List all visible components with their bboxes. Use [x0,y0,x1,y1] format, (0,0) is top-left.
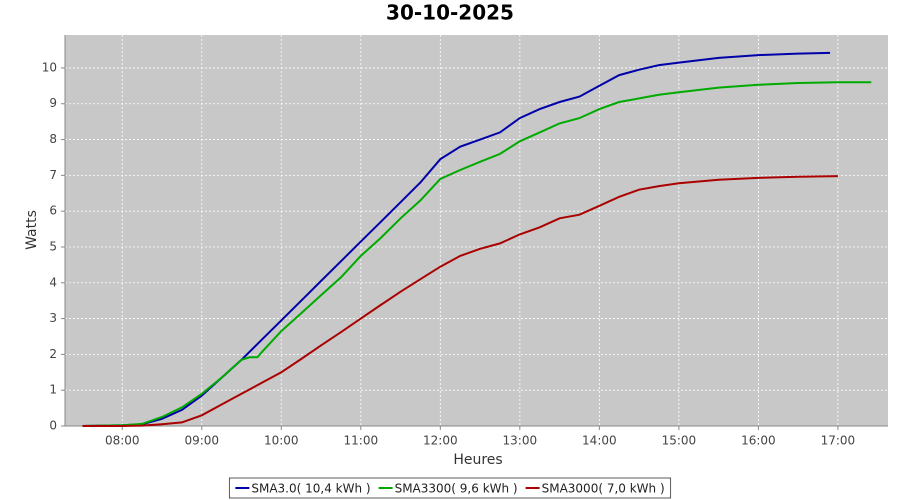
y-axis-label: Watts [24,210,40,250]
x-tick-label: 09:00 [184,434,219,448]
y-tick-label: 10 [42,60,57,74]
x-tick-label: 11:00 [344,434,379,448]
y-tick-label: 2 [49,347,57,361]
y-tick-label: 8 [49,132,57,146]
x-tick-label: 16:00 [741,434,776,448]
x-tick-label: 12:00 [423,434,458,448]
y-tick-label: 0 [49,419,57,433]
series-line [82,81,872,427]
legend-box [228,477,672,499]
y-tick-label: 9 [49,96,57,110]
y-tick-label: 7 [49,168,57,182]
legend-label: SMA3000( 7,0 kWh ) [542,482,665,496]
legend-label: SMA3.0( 10,4 kWh ) [251,482,370,496]
y-tick-label: 3 [49,311,57,325]
x-tick-label: 17:00 [821,434,856,448]
legend: SMA3.0( 10,4 kWh ) SMA3300( 9,6 kWh ) SMA3… [228,477,672,499]
x-tick-label: 15:00 [662,434,697,448]
series-line [82,175,838,427]
y-tick-label: 5 [49,239,57,253]
y-tick-label: 4 [49,275,57,289]
plot-area [65,35,888,426]
legend-label: SMA3300( 9,6 kWh ) [395,482,518,496]
chart-title: 30-10-2025 [386,1,514,25]
x-tick-label: 10:00 [264,434,299,448]
x-axis-label: Heures [453,452,502,468]
y-tick-label: 6 [49,204,57,218]
series-line [82,51,831,427]
x-tick-label: 14:00 [582,434,617,448]
x-tick-label: 08:00 [105,434,140,448]
x-tick-label: 13:00 [503,434,538,448]
y-tick-label: 1 [49,383,57,397]
